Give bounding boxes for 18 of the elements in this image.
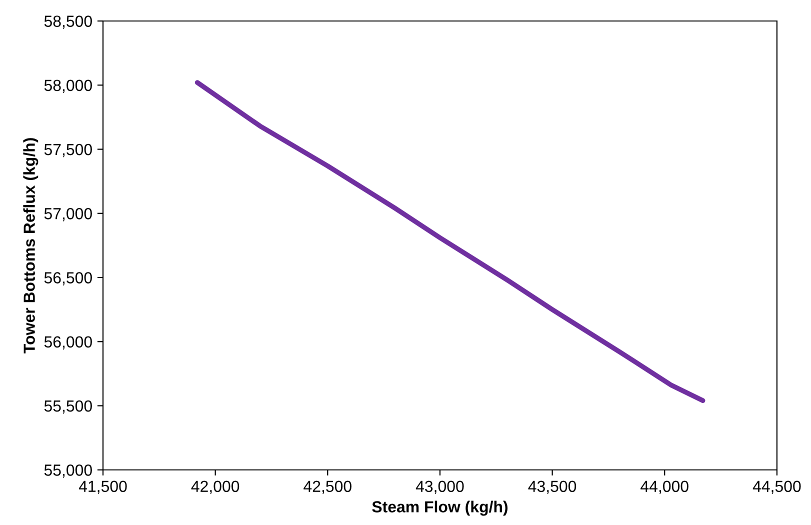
x-tick-label: 44,000 xyxy=(640,480,688,494)
y-tick-label: 58,000 xyxy=(44,80,92,93)
y-tick-label: 56,500 xyxy=(44,272,92,286)
y-axis-title: Tower Bottoms Reflux (kg/h) xyxy=(23,138,38,354)
y-tick-label: 57,000 xyxy=(44,208,92,222)
x-tick-label: 42,000 xyxy=(191,480,240,494)
x-tick-label: 43,500 xyxy=(528,480,576,494)
y-tick-label: 58,500 xyxy=(44,16,92,29)
x-tick-label: 41,500 xyxy=(78,480,127,494)
x-axis-title: Steam Flow (kg/h) xyxy=(372,500,508,516)
x-tick-label: 44,500 xyxy=(752,480,801,494)
x-tick-label: 42,500 xyxy=(304,480,352,494)
y-tick-label: 55,500 xyxy=(44,400,92,414)
y-tick-label: 57,500 xyxy=(44,144,92,158)
line-series xyxy=(194,80,706,404)
y-tick-label: 55,000 xyxy=(44,464,92,478)
x-tick-label: 43,000 xyxy=(416,480,464,494)
y-tick-label: 56,000 xyxy=(44,336,92,350)
